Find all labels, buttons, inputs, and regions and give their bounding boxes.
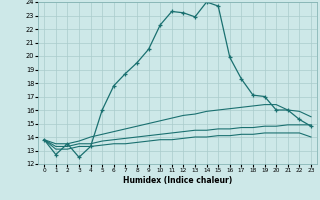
X-axis label: Humidex (Indice chaleur): Humidex (Indice chaleur) — [123, 176, 232, 185]
